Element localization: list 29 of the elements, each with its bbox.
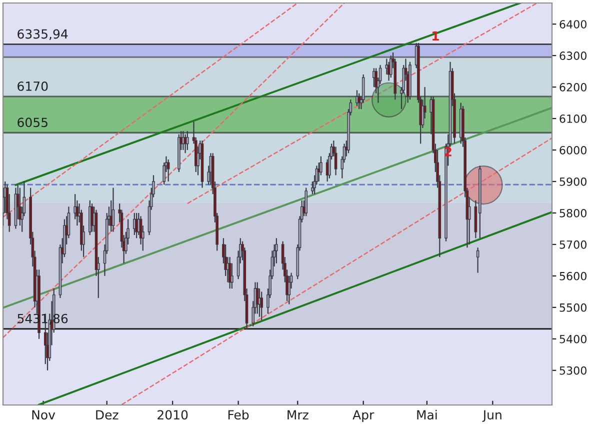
ref-line-label: 6170 [18,81,48,91]
y-tick-label: 6100 [560,114,586,123]
y-tick-label: 5400 [560,334,586,344]
x-tick-label: 2010 [158,410,188,420]
x-tick-label: Jun [482,410,502,422]
candlestick [476,247,480,274]
candlestick [304,187,308,217]
x-tick-label: Apr [352,410,374,422]
ref-line-label: 6055 [18,118,48,128]
x-tick-label: Nov [32,410,56,420]
x-tick-label: Mai [417,410,437,420]
y-tick-label: 6000 [560,146,586,154]
ref-line-label: 6335,94 [18,29,68,40]
x-tick-label: Dez [96,410,118,420]
y-tick-label: 5600 [560,272,586,280]
y-tick-label: 6300 [560,52,586,60]
y-tick-label: 5300 [560,366,586,375]
y-tick-label: 5900 [560,177,586,186]
y-tick-label: 5800 [560,208,586,218]
candlestick [112,187,115,232]
y-tick-label: 6200 [560,83,586,92]
y-tick-label: 5500 [560,303,586,312]
candlestick [186,130,189,151]
y-tick-label: 5700 [560,240,586,249]
x-tick-label: Mrz [288,410,308,420]
candlestick [260,291,264,321]
candlestick [275,238,278,264]
y-tick-label: 6400 [560,20,586,28]
x-tick-label: Feb [228,410,249,420]
